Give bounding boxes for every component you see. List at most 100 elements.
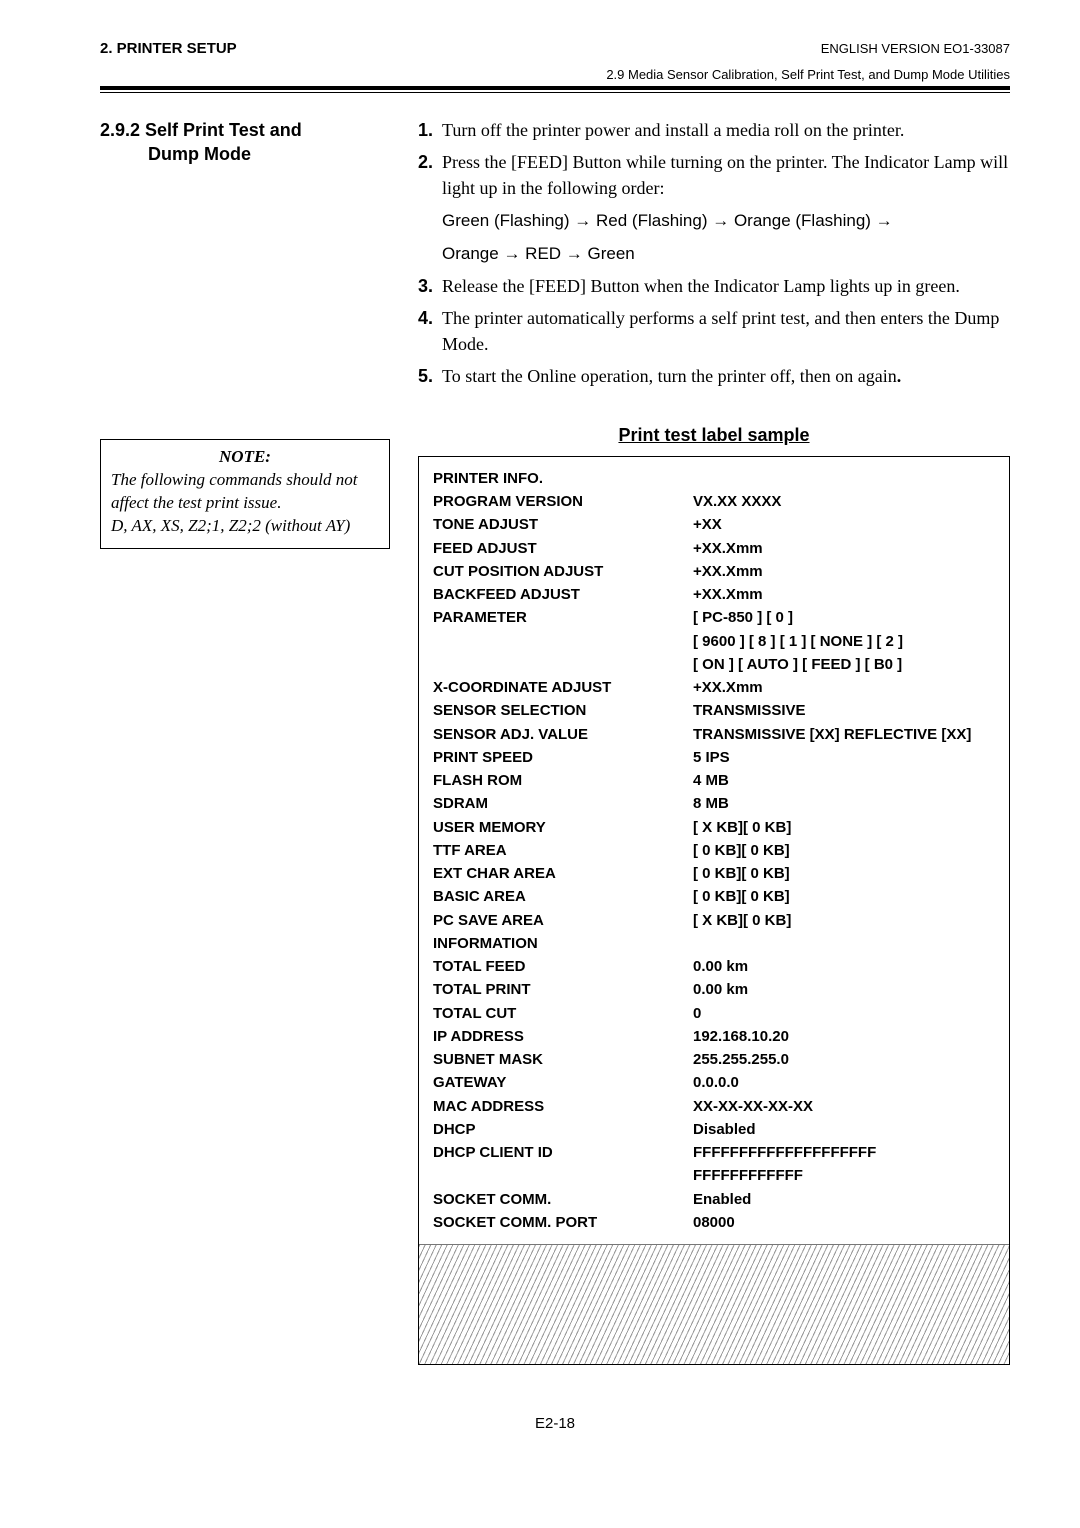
table-key: SENSOR ADJ. VALUE (433, 723, 693, 746)
table-row: FEED ADJUST+XX.Xmm (433, 537, 995, 560)
sample-table: PRINTER INFO.PROGRAM VERSIONVX.XX XXXXTO… (433, 467, 995, 1234)
table-row: GATEWAY0.0.0.0 (433, 1071, 995, 1094)
table-row: MAC ADDRESSXX-XX-XX-XX-XX (433, 1095, 995, 1118)
table-key: DHCP (433, 1118, 693, 1141)
table-key (433, 630, 693, 653)
table-value: [ X KB][ 0 KB] (693, 816, 995, 839)
table-row: TOTAL PRINT0.00 km (433, 978, 995, 1001)
step-text: Release the [FEED] Button when the Indic… (442, 273, 1010, 299)
table-row: PARAMETER[ PC-850 ] [ 0 ] (433, 606, 995, 629)
table-row: EXT CHAR AREA[ 0 KB][ 0 KB] (433, 862, 995, 885)
step-text: Green (Flashing) → Red (Flashing) → Oran… (442, 207, 1010, 234)
rule-thick (100, 86, 1010, 90)
table-key: BACKFEED ADJUST (433, 583, 693, 606)
table-row: BACKFEED ADJUST+XX.Xmm (433, 583, 995, 606)
table-key: FEED ADJUST (433, 537, 693, 560)
note-box: NOTE: The following commands should not … (100, 439, 390, 549)
table-row: PC SAVE AREA[ X KB][ 0 KB] (433, 909, 995, 932)
table-row: TONE ADJUST+XX (433, 513, 995, 536)
step-number: 2. (418, 149, 442, 201)
table-row: FFFFFFFFFFFF (433, 1164, 995, 1187)
step-text: Orange → RED → Green (442, 240, 1010, 267)
table-value: Enabled (693, 1188, 995, 1211)
table-value (693, 467, 995, 490)
table-value: FFFFFFFFFFFFFFFFFFFF (693, 1141, 995, 1164)
table-value: 0.00 km (693, 955, 995, 978)
table-key: TTF AREA (433, 839, 693, 862)
table-key: EXT CHAR AREA (433, 862, 693, 885)
table-key: SOCKET COMM. PORT (433, 1211, 693, 1234)
table-key: X-COORDINATE ADJUST (433, 676, 693, 699)
table-value: +XX (693, 513, 995, 536)
table-row: PRINT SPEED5 IPS (433, 746, 995, 769)
table-row: BASIC AREA[ 0 KB][ 0 KB] (433, 885, 995, 908)
table-key: TONE ADJUST (433, 513, 693, 536)
table-value: +XX.Xmm (693, 676, 995, 699)
table-row: SDRAM8 MB (433, 792, 995, 815)
table-key: PROGRAM VERSION (433, 490, 693, 513)
table-key (433, 1164, 693, 1187)
table-value: 0.0.0.0 (693, 1071, 995, 1094)
table-key (433, 653, 693, 676)
table-key: FLASH ROM (433, 769, 693, 792)
sample-title: Print test label sample (418, 425, 1010, 446)
table-row: SUBNET MASK255.255.255.0 (433, 1048, 995, 1071)
step-number: 3. (418, 273, 442, 299)
page-footer: E2-18 (100, 1415, 1010, 1432)
table-row: TOTAL CUT0 (433, 1002, 995, 1025)
table-value: +XX.Xmm (693, 537, 995, 560)
table-row: CUT POSITION ADJUST+XX.Xmm (433, 560, 995, 583)
table-row: [ 9600 ] [ 8 ] [ 1 ] [ NONE ] [ 2 ] (433, 630, 995, 653)
table-value: VX.XX XXXX (693, 490, 995, 513)
table-value: 08000 (693, 1211, 995, 1234)
table-value: TRANSMISSIVE [XX] REFLECTIVE [XX] (693, 723, 995, 746)
table-key: CUT POSITION ADJUST (433, 560, 693, 583)
table-key: SOCKET COMM. (433, 1188, 693, 1211)
table-key: MAC ADDRESS (433, 1095, 693, 1118)
table-row: [ ON ] [ AUTO ] [ FEED ] [ B0 ] (433, 653, 995, 676)
table-row: TOTAL FEED0.00 km (433, 955, 995, 978)
table-row: IP ADDRESS192.168.10.20 (433, 1025, 995, 1048)
hatch-pattern (419, 1244, 1009, 1364)
note-title: NOTE: (111, 446, 379, 469)
table-row: SOCKET COMM. PORT08000 (433, 1211, 995, 1234)
table-value: TRANSMISSIVE (693, 699, 995, 722)
table-key: PRINTER INFO. (433, 467, 693, 490)
step-number: 4. (418, 305, 442, 357)
table-value: 0.00 km (693, 978, 995, 1001)
step-number (418, 207, 442, 234)
rule-thin (100, 92, 1010, 93)
table-value: [ X KB][ 0 KB] (693, 909, 995, 932)
table-row: DHCPDisabled (433, 1118, 995, 1141)
steps-list: 1.Turn off the printer power and install… (418, 117, 1010, 389)
table-row: X-COORDINATE ADJUST+XX.Xmm (433, 676, 995, 699)
table-row: SOCKET COMM.Enabled (433, 1188, 995, 1211)
table-row: DHCP CLIENT IDFFFFFFFFFFFFFFFFFFFF (433, 1141, 995, 1164)
table-value: +XX.Xmm (693, 583, 995, 606)
step-text: Turn off the printer power and install a… (442, 117, 1010, 143)
step-text: The printer automatically performs a sel… (442, 305, 1010, 357)
table-value: 8 MB (693, 792, 995, 815)
table-value: FFFFFFFFFFFF (693, 1164, 995, 1187)
header-left: 2. PRINTER SETUP (100, 40, 237, 57)
table-key: BASIC AREA (433, 885, 693, 908)
table-value: 0 (693, 1002, 995, 1025)
table-value: [ 9600 ] [ 8 ] [ 1 ] [ NONE ] [ 2 ] (693, 630, 995, 653)
section-number-line2: Dump Mode (148, 144, 390, 165)
header-sub: 2.9 Media Sensor Calibration, Self Print… (100, 67, 1010, 82)
header-right: ENGLISH VERSION EO1-33087 (821, 41, 1010, 56)
table-key: TOTAL CUT (433, 1002, 693, 1025)
table-value: +XX.Xmm (693, 560, 995, 583)
table-row: FLASH ROM4 MB (433, 769, 995, 792)
note-body: The following commands should not affect… (111, 469, 379, 538)
table-key: USER MEMORY (433, 816, 693, 839)
table-value: [ PC-850 ] [ 0 ] (693, 606, 995, 629)
table-key: TOTAL FEED (433, 955, 693, 978)
table-value: [ 0 KB][ 0 KB] (693, 862, 995, 885)
table-key: PARAMETER (433, 606, 693, 629)
table-value (693, 932, 995, 955)
table-key: IP ADDRESS (433, 1025, 693, 1048)
table-value: 5 IPS (693, 746, 995, 769)
table-row: PROGRAM VERSIONVX.XX XXXX (433, 490, 995, 513)
table-value: [ 0 KB][ 0 KB] (693, 839, 995, 862)
